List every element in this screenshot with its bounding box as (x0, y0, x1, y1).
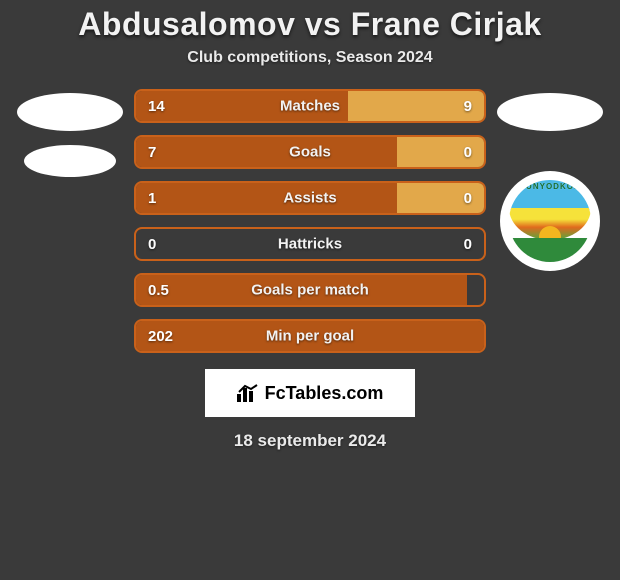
stat-row: Hattricks00 (134, 227, 486, 261)
page-subtitle: Club competitions, Season 2024 (187, 49, 432, 67)
stat-label: Assists (136, 190, 484, 207)
branding-banner[interactable]: FcTables.com (205, 369, 415, 417)
stat-row: Min per goal202 (134, 319, 486, 353)
comparison-widget: Abdusalomov vs Frane Cirjak Club competi… (0, 0, 620, 580)
player-right-photo-placeholder (497, 93, 603, 131)
stat-label: Matches (136, 98, 484, 115)
branding-text: FcTables.com (265, 383, 384, 404)
player-left-club-placeholder (24, 145, 116, 177)
date-text: 18 september 2024 (234, 431, 386, 451)
stat-row: Goals per match0.5 (134, 273, 486, 307)
stat-row: Goals70 (134, 135, 486, 169)
fctables-logo-icon (237, 384, 259, 402)
content-row: Matches149 Goals70 Assists10 Hattricks00 Goa… (0, 89, 620, 353)
left-player-column (10, 89, 130, 177)
stats-column: Matches149 Goals70 Assists10 Hattricks00 Goa… (134, 89, 486, 353)
stat-label: Hattricks (136, 236, 484, 253)
stat-label: Goals (136, 144, 484, 161)
stat-label: Min per goal (136, 328, 484, 345)
stat-label: Goals per match (136, 282, 484, 299)
stat-row: Assists10 (134, 181, 486, 215)
player-right-club-badge: BUNYODKOR (500, 171, 600, 271)
page-title: Abdusalomov vs Frane Cirjak (78, 6, 541, 43)
right-player-column: BUNYODKOR (490, 89, 610, 271)
player-left-photo-placeholder (17, 93, 123, 131)
club-badge-label: BUNYODKOR (519, 182, 580, 191)
stat-row: Matches149 (134, 89, 486, 123)
